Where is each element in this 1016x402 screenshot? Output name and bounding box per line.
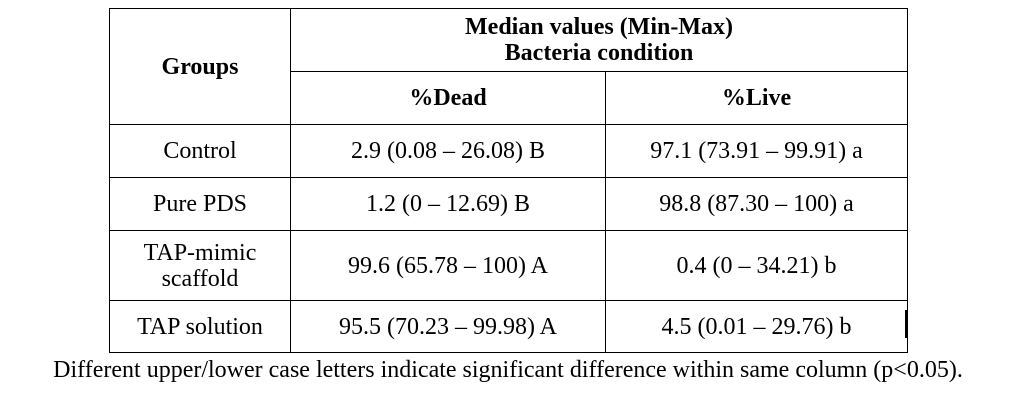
median-title: Median values (Min-Max)	[465, 14, 733, 40]
dead-cell: 95.5 (70.23 – 99.98) A	[290, 300, 606, 353]
table-footnote: Different upper/lower case letters indic…	[53, 357, 963, 383]
dead-column-header: %Dead	[290, 71, 606, 125]
results-table: Groups Median values (Min-Max) Bacteria …	[109, 8, 909, 353]
header-row-bottom: %Dead %Live	[110, 71, 909, 125]
groups-header: Groups	[109, 8, 291, 125]
dead-cell: 1.2 (0 – 12.69) B	[290, 177, 606, 231]
median-header: Median values (Min-Max) Bacteria conditi…	[289, 8, 909, 72]
live-cell: 0.4 (0 – 34.21) b	[604, 230, 909, 301]
group-cell: TAP solution	[109, 300, 291, 353]
table-row: TAP solution 95.5 (70.23 – 99.98) A 4.5 …	[109, 300, 909, 353]
live-column-header: %Live	[604, 71, 909, 125]
table-row: TAP-mimic scaffold 99.6 (65.78 – 100) A …	[109, 230, 909, 301]
condition-subtitle: Bacteria condition	[504, 40, 694, 66]
live-cell: 97.1 (73.91 – 99.91) a	[604, 124, 909, 178]
header-row-top: Groups Median values (Min-Max) Bacteria …	[109, 8, 909, 125]
table-row: Pure PDS 1.2 (0 – 12.69) B 98.8 (87.30 –…	[109, 177, 909, 231]
table-row: Control 2.9 (0.08 – 26.08) B 97.1 (73.91…	[109, 124, 909, 178]
group-cell: TAP-mimic scaffold	[109, 230, 291, 301]
live-cell: 98.8 (87.30 – 100) a	[604, 177, 909, 231]
group-cell: Pure PDS	[109, 177, 291, 231]
live-cell: 4.5 (0.01 – 29.76) b	[604, 300, 909, 353]
dead-cell: 99.6 (65.78 – 100) A	[290, 230, 606, 301]
dead-cell: 2.9 (0.08 – 26.08) B	[290, 124, 606, 178]
text-cursor-mark	[905, 310, 907, 338]
group-cell: Control	[109, 124, 291, 178]
